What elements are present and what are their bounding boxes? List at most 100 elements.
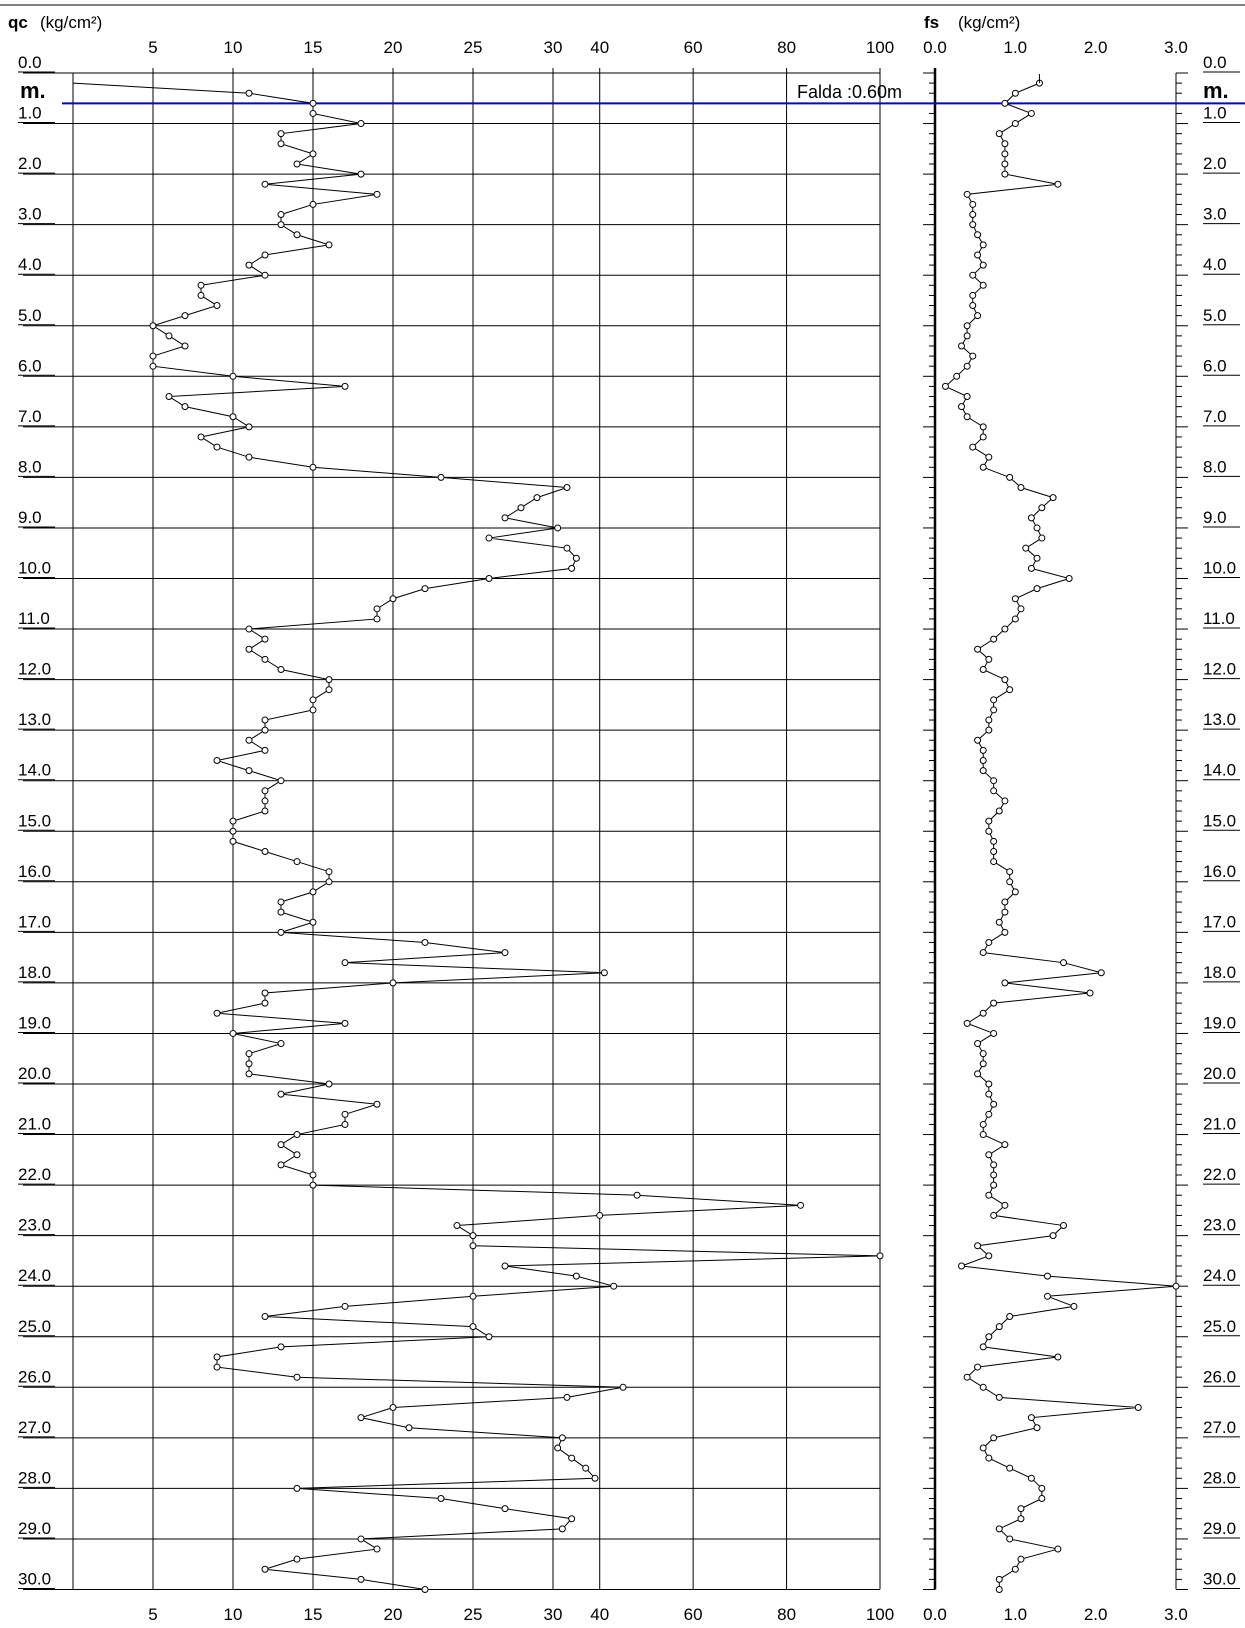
fs-tick-label-top: 2.0	[1084, 38, 1108, 57]
depth-label-left: 28.0	[18, 1468, 51, 1487]
qc-point	[389, 595, 397, 603]
fs-point	[974, 1040, 982, 1048]
qc-tick-label-bottom: 100	[866, 1605, 894, 1624]
fs-point	[985, 1333, 993, 1341]
fs-point	[985, 1080, 993, 1088]
qc-point	[469, 1232, 477, 1240]
fs-point	[1001, 676, 1009, 684]
qc-tick-label-bottom: 30	[544, 1605, 563, 1624]
fs-point	[1006, 868, 1014, 876]
fs-point	[985, 1110, 993, 1118]
fs-point	[1011, 615, 1019, 623]
depth-label-right: 23.0	[1203, 1216, 1236, 1235]
qc-point	[277, 211, 285, 219]
fs-point	[1033, 585, 1041, 593]
qc-point	[245, 767, 253, 775]
depth-label-right: 12.0	[1203, 660, 1236, 679]
qc-point	[229, 837, 237, 845]
qc-point	[421, 585, 429, 593]
qc-point	[325, 676, 333, 684]
fs-point	[990, 1211, 998, 1219]
fs-point	[969, 200, 977, 208]
qc-point	[229, 817, 237, 825]
fs-point	[963, 393, 971, 401]
fs-point	[979, 1009, 987, 1017]
qc-point	[558, 1525, 566, 1533]
depth-label-right: 28.0	[1203, 1468, 1236, 1487]
fs-point	[1027, 109, 1035, 117]
depth-label-right: 14.0	[1203, 761, 1236, 780]
qc-point	[293, 1131, 301, 1139]
qc-point	[437, 473, 445, 481]
fs-point	[979, 1120, 987, 1128]
fs-point	[1017, 484, 1025, 492]
fs-point	[1001, 898, 1009, 906]
fs-point	[1001, 160, 1009, 168]
fs-point	[995, 1393, 1003, 1401]
qc-point	[197, 433, 205, 441]
qc-tick-label-bottom: 80	[777, 1605, 796, 1624]
fs-point	[985, 938, 993, 946]
qc-point	[554, 1444, 562, 1452]
fs-tick-label-bottom: 0.0	[923, 1605, 947, 1624]
depth-label-left: 18.0	[18, 963, 51, 982]
qc-point	[421, 938, 429, 946]
qc-point	[389, 979, 397, 987]
fs-point	[1172, 1282, 1180, 1290]
fs-point	[969, 291, 977, 299]
fs-point	[990, 1434, 998, 1442]
fs-point	[979, 756, 987, 764]
qc-point	[293, 231, 301, 239]
qc-point	[485, 1333, 493, 1341]
fs-point	[990, 1171, 998, 1179]
fs-header-key: fs	[924, 13, 939, 32]
qc-point	[181, 403, 189, 411]
fs-point	[1038, 534, 1046, 542]
fs-point	[1033, 524, 1041, 532]
qc-point	[309, 200, 317, 208]
fs-point	[979, 281, 987, 289]
fs-point	[979, 1343, 987, 1351]
qc-point	[261, 746, 269, 754]
depth-label-right: 10.0	[1203, 559, 1236, 578]
depth-label-left: 13.0	[18, 710, 51, 729]
qc-line	[72, 82, 881, 1590]
fs-point	[990, 1161, 998, 1169]
qc-point	[389, 1404, 397, 1412]
qc-point	[261, 807, 269, 815]
depth-label-left: 30.0	[18, 1570, 51, 1589]
qc-point	[563, 484, 571, 492]
qc-point	[277, 928, 285, 936]
qc-point	[261, 726, 269, 734]
fs-point	[1054, 180, 1062, 188]
qc-point	[373, 1545, 381, 1553]
qc-point	[357, 1414, 365, 1422]
depth-label-left: 24.0	[18, 1266, 51, 1285]
qc-point	[610, 1282, 618, 1290]
qc-tick-label-top: 100	[866, 38, 894, 57]
qc-tick-label-top: 5	[148, 38, 157, 57]
qc-point	[309, 463, 317, 471]
fs-point	[1065, 575, 1073, 582]
fs-point	[958, 342, 966, 350]
depth-label-left: 19.0	[18, 1013, 51, 1032]
qc-point	[229, 827, 237, 835]
depth-label-right: 4.0	[1203, 255, 1227, 274]
fs-tick-label-bottom: 3.0	[1164, 1605, 1188, 1624]
fs-point	[990, 777, 998, 785]
depth-label-left: 4.0	[18, 255, 42, 274]
qc-point	[421, 1586, 429, 1593]
qc-point	[309, 918, 317, 926]
qc-point	[261, 797, 269, 805]
qc-point	[229, 372, 237, 380]
qc-point	[293, 1151, 301, 1159]
fs-point	[1049, 494, 1057, 502]
qc-point	[277, 1040, 285, 1048]
fs-header-unit: (kg/cm²)	[958, 13, 1020, 32]
fs-point	[990, 837, 998, 845]
fs-point	[995, 1575, 1003, 1583]
qc-point	[293, 1484, 301, 1492]
fs-point	[990, 787, 998, 795]
qc-point	[309, 706, 317, 714]
depth-label-left: 22.0	[18, 1165, 51, 1184]
